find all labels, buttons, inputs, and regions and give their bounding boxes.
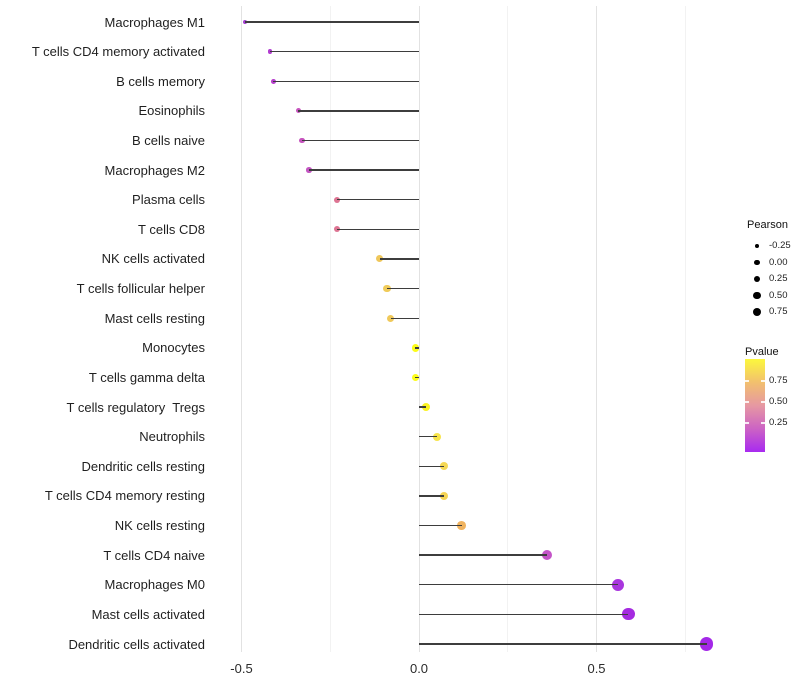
lollipop-stem <box>301 139 419 142</box>
lollipop-stem <box>245 21 419 23</box>
lollipop-stem <box>415 347 419 349</box>
category-label: T cells CD4 naive <box>103 547 205 563</box>
pvalue-legend-tick-label: 0.75 <box>769 375 788 386</box>
category-label: T cells gamma delta <box>88 369 205 385</box>
pearson-legend-key-label: 0.00 <box>769 256 788 268</box>
lollipop-stem <box>419 406 427 408</box>
lollipop-stem <box>415 376 419 379</box>
major-gridline <box>241 6 242 652</box>
pvalue-colorbar-tick <box>761 422 765 425</box>
pvalue-legend-title: Pvalue <box>745 346 779 358</box>
category-label: NK cells activated <box>101 251 205 267</box>
pearson-legend-key-dot <box>752 307 762 317</box>
pearson-legend-key-label: 0.75 <box>769 306 788 317</box>
lollipop-stem <box>419 613 629 616</box>
pearson-legend-key-dot <box>754 259 760 266</box>
lollipop-stem <box>269 50 419 53</box>
lollipop-stem <box>419 643 707 645</box>
x-axis-tick-label: 0.0 <box>409 661 429 676</box>
category-label: T cells follicular helper <box>76 281 205 297</box>
lollipop-dot <box>439 462 448 471</box>
pearson-legend-title: Pearson <box>747 219 788 231</box>
pvalue-colorbar-tick <box>761 401 765 404</box>
x-axis-tick-label: -0.5 <box>230 661 253 676</box>
category-label: Mast cells resting <box>104 310 205 326</box>
lollipop-stem <box>419 524 462 527</box>
category-label: B cells naive <box>132 132 205 148</box>
minor-gridline <box>507 6 509 652</box>
pearson-legend-key-label: -0.25 <box>769 240 791 251</box>
pvalue-legend-tick-label: 0.25 <box>769 417 788 429</box>
lollipop-stem <box>419 495 444 497</box>
pvalue-colorbar-tick <box>761 380 765 382</box>
pvalue-colorbar-tick <box>745 422 749 425</box>
category-label: B cells memory <box>116 73 205 89</box>
lollipop-dot <box>242 19 248 25</box>
pearson-legend-key-label: 0.25 <box>769 273 788 284</box>
lollipop-dot <box>439 491 448 501</box>
major-gridline <box>418 6 420 652</box>
lollipop-dot <box>386 314 395 322</box>
category-label: Dendritic cells activated <box>68 636 205 652</box>
lollipop-stem <box>308 169 419 171</box>
lollipop-dot <box>622 608 635 621</box>
lollipop-dot <box>457 521 466 530</box>
category-label: NK cells resting <box>114 518 205 534</box>
minor-gridline <box>329 6 331 652</box>
category-label: T cells CD4 memory resting <box>44 488 205 504</box>
category-label: Macrophages M2 <box>104 162 205 178</box>
category-label: Monocytes <box>142 340 205 356</box>
pearson-legend-key-label: 0.50 <box>769 289 788 301</box>
pearson-legend-key-dot <box>754 243 760 249</box>
pvalue-colorbar-tick <box>745 380 749 382</box>
lollipop-dot <box>422 403 431 412</box>
lollipop-dot <box>383 285 391 293</box>
lollipop-stem <box>337 228 419 231</box>
lollipop-stem <box>419 465 444 467</box>
lollipop-stem <box>337 199 419 201</box>
pvalue-colorbar-tick <box>745 401 749 404</box>
major-gridline <box>596 6 597 652</box>
category-label: T cells regulatory Tregs <box>66 399 205 415</box>
category-label: Macrophages M0 <box>104 577 205 593</box>
lollipop-stem <box>419 554 547 556</box>
x-axis-tick-label: 0.5 <box>587 661 606 676</box>
lollipop-stem <box>379 258 419 260</box>
lollipop-stem <box>419 435 437 438</box>
lollipop-stem <box>387 287 419 290</box>
category-label: Dendritic cells resting <box>81 458 205 474</box>
minor-gridline <box>684 6 686 652</box>
lollipop-stem <box>273 80 419 82</box>
pearson-legend-key-dot <box>753 275 761 283</box>
category-label: T cells CD8 <box>138 221 205 237</box>
lollipop-stem <box>298 110 419 112</box>
pvalue-legend-tick-label: 0.50 <box>769 396 788 408</box>
pvalue-colorbar <box>745 359 765 452</box>
category-label: Eosinophils <box>138 103 206 119</box>
pearson-legend-key-dot <box>753 291 761 300</box>
category-label: Neutrophils <box>139 429 205 445</box>
category-label: Mast cells activated <box>91 606 205 622</box>
lollipop-stem <box>419 584 618 586</box>
lollipop-stem <box>390 317 419 319</box>
lollipop-dot <box>299 137 305 144</box>
category-label: Plasma cells <box>132 192 205 208</box>
category-label: T cells CD4 memory activated <box>31 44 205 60</box>
category-label: Macrophages M1 <box>104 14 205 30</box>
